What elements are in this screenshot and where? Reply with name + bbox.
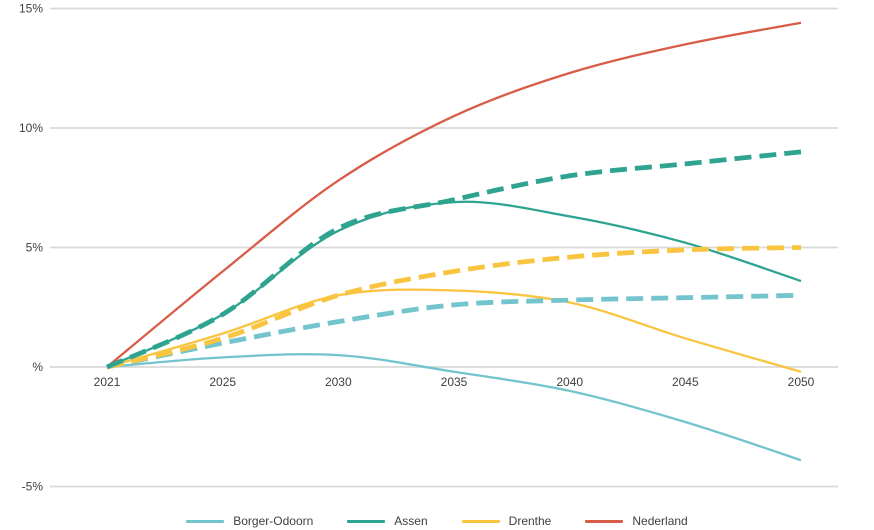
series-line-drenthe-solid [106, 288, 802, 373]
series-line-nederland-solid [106, 21, 802, 368]
x-axis-tick-label: 2040 [556, 375, 583, 389]
chart-legend: Borger-Odoorn Assen Drenthe Nederland [0, 514, 874, 528]
y-axis-tick-label: 5% [26, 241, 44, 255]
x-axis-tick-label: 2021 [94, 375, 121, 389]
series-line-borger-odoorn-dashed [106, 292, 802, 370]
legend-item-nederland[interactable]: Nederland [585, 514, 688, 528]
legend-line-swatch [461, 519, 500, 523]
legend-line-swatch [186, 519, 225, 523]
legend-label: Borger-Odoorn [233, 514, 314, 528]
legend-item-borger-odoorn[interactable]: Borger-Odoorn [186, 514, 313, 528]
x-axis-tick-label: 2035 [441, 375, 468, 389]
legend-item-assen[interactable]: Assen [347, 514, 428, 528]
x-axis-tick-label: 2025 [209, 375, 236, 389]
x-axis-tick-label: 2050 [788, 375, 815, 389]
legend-item-drenthe[interactable]: Drenthe [461, 514, 552, 528]
x-axis-tick-label: 2045 [672, 375, 699, 389]
legend-label: Nederland [632, 514, 688, 528]
y-axis-tick-label: -5% [22, 480, 44, 494]
legend-line-swatch [585, 519, 624, 523]
legend-label: Drenthe [508, 514, 552, 528]
series-line-assen-dashed [106, 149, 802, 370]
legend-label: Assen [394, 514, 428, 528]
y-axis-tick-label: 10% [19, 121, 43, 135]
y-axis-tick-label: % [32, 360, 43, 374]
series-line-drenthe-dashed [106, 245, 802, 370]
y-axis-tick-label: 15% [19, 2, 43, 16]
x-axis-tick-label: 2030 [325, 375, 352, 389]
series-line-borger-odoorn-solid [106, 353, 802, 462]
legend-line-swatch [347, 519, 386, 523]
